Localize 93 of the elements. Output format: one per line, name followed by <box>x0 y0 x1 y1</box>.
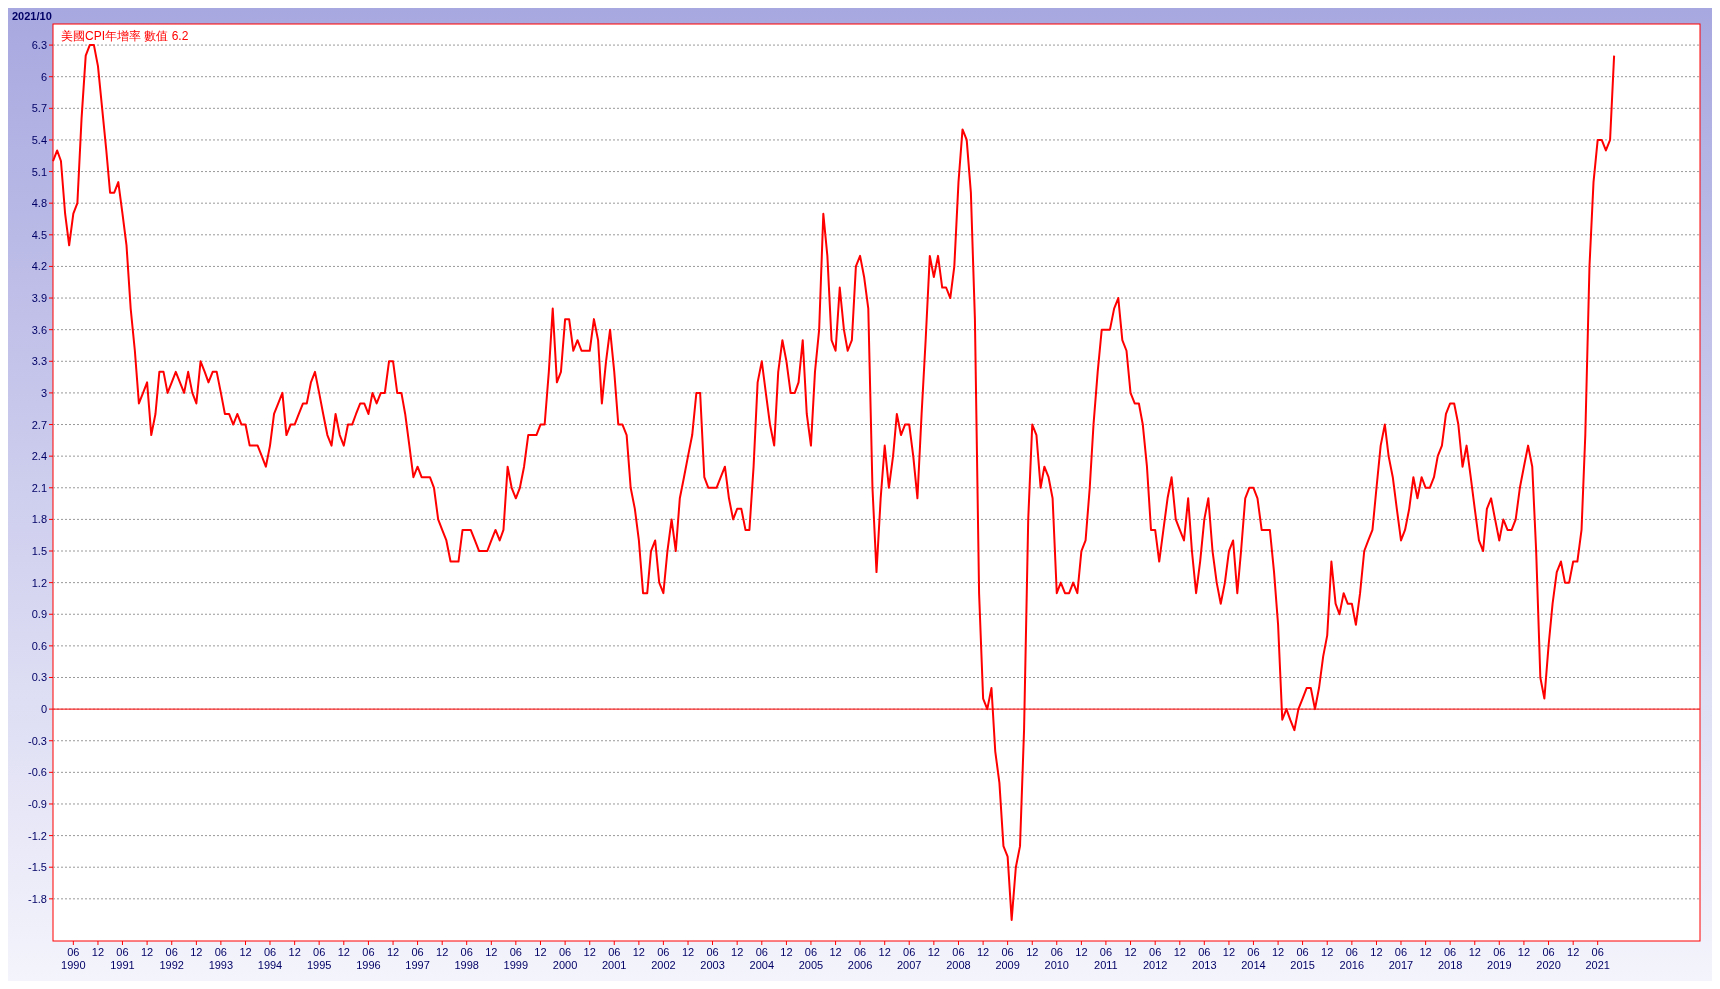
y-tick-label: 5.4 <box>31 133 47 146</box>
x-tick-label: 06 2017 <box>1388 946 1414 971</box>
x-tick-label: 12 <box>386 946 400 958</box>
x-tick-label: 12 <box>1124 946 1137 958</box>
x-tick-label: 06 2008 <box>946 946 971 971</box>
y-tick-label: -0.6 <box>28 766 47 779</box>
x-tick-label: 06 2000 <box>552 946 578 971</box>
y-tick-label: 3.9 <box>31 292 47 305</box>
x-tick-label: 06 1998 <box>454 946 479 971</box>
x-tick-label: 06 2006 <box>847 946 873 971</box>
x-tick-label: 12 <box>140 946 154 958</box>
y-tick-label: -1.2 <box>28 829 47 842</box>
x-tick-label: 06 1999 <box>503 946 529 971</box>
y-tick-label: 2.4 <box>31 450 47 463</box>
x-tick-label: 06 1996 <box>356 946 381 971</box>
x-tick-label: 06 2018 <box>1437 946 1463 971</box>
x-tick-label: 06 2011 <box>1094 946 1118 971</box>
y-tick-label: 3.3 <box>31 355 47 368</box>
y-tick-label: 0 <box>40 703 47 716</box>
text: 美國CPI年增率 數值 6.2 <box>61 29 189 43</box>
x-tick-label: 12 <box>780 946 793 958</box>
y-tick-label: 2.7 <box>31 418 47 431</box>
y-tick-label: -0.3 <box>28 734 47 747</box>
x-tick-label: 12 <box>436 946 449 958</box>
y-tick-label: 0.3 <box>31 671 47 684</box>
y-tick-label: -1.8 <box>28 892 47 905</box>
y-tick-label: 4.5 <box>31 228 47 241</box>
x-tick-label: 12 <box>927 946 940 958</box>
y-tick-label: 4.8 <box>31 197 47 210</box>
x-tick-label: 06 1994 <box>257 946 283 971</box>
x-tick-label: 06 1992 <box>159 946 184 971</box>
x-tick-label: 12 <box>632 946 646 958</box>
y-tick-label: -1.5 <box>28 861 47 874</box>
x-tick-label: 06 2003 <box>700 946 725 971</box>
y-tick-label: 0.6 <box>31 639 47 652</box>
x-tick-label: 06 2013 <box>1192 946 1217 971</box>
y-tick-label: 5.7 <box>31 102 47 115</box>
text: 2021/10 <box>12 10 52 22</box>
x-tick-label: 12 <box>681 946 695 958</box>
x-tick-label: 12 <box>878 946 891 958</box>
x-tick-label: 06 1990 <box>61 946 86 971</box>
x-tick-label: 12 <box>731 946 744 958</box>
x-tick-label: 06 2010 <box>1044 946 1069 971</box>
y-tick-label: 2.1 <box>31 481 47 494</box>
x-tick-label: 12 <box>1026 946 1039 958</box>
x-tick-label: 06 1995 <box>306 946 332 971</box>
x-tick-label: 06 1993 <box>208 946 234 971</box>
x-tick-label: 06 2012 <box>1142 946 1168 971</box>
x-tick-label: 12 <box>1075 946 1088 958</box>
x-tick-label: 12 <box>1419 946 1432 958</box>
y-tick-label: 1.2 <box>31 576 47 589</box>
x-tick-label: 06 2001 <box>602 946 627 971</box>
x-tick-label: 06 2007 <box>896 946 922 971</box>
y-tick-label: 3.6 <box>31 323 47 336</box>
x-tick-label: 06 2015 <box>1290 946 1315 971</box>
y-tick-label: 1.8 <box>31 513 47 526</box>
x-tick-label: 06 2002 <box>651 946 676 971</box>
y-tick-label: 0.9 <box>31 608 47 621</box>
x-tick-label: 12 <box>288 946 301 958</box>
x-tick-label: 06 2019 <box>1487 946 1512 971</box>
x-tick-label: 12 <box>583 946 596 958</box>
y-tick-label: 6 <box>40 70 47 83</box>
x-tick-label: 12 <box>1517 946 1531 958</box>
y-tick-label: 1.5 <box>31 545 47 558</box>
x-tick-label: 06 1991 <box>110 946 135 971</box>
x-tick-label: 12 <box>239 946 252 958</box>
y-tick-label: 6.3 <box>31 39 47 52</box>
x-tick-label: 06 2005 <box>798 946 824 971</box>
x-tick-label: 06 2009 <box>995 946 1020 971</box>
x-tick-label: 12 <box>977 946 990 958</box>
x-tick-label: 06 2014 <box>1241 946 1266 971</box>
x-tick-label: 06 2004 <box>749 946 775 971</box>
x-tick-label: 12 <box>1321 946 1334 958</box>
x-tick-label: 12 <box>534 946 547 958</box>
x-tick-label: 12 <box>1468 946 1481 958</box>
x-tick-label: 06 2020 <box>1536 946 1561 971</box>
x-tick-label: 12 <box>190 946 203 958</box>
x-tick-label: 12 <box>91 946 105 958</box>
x-tick-label: 06 2016 <box>1339 946 1365 971</box>
y-tick-label: 4.2 <box>31 260 47 273</box>
x-tick-label: 12 <box>1173 946 1186 958</box>
x-tick-label: 12 <box>1271 946 1285 958</box>
y-tick-label: -0.9 <box>28 797 47 810</box>
x-tick-label: 12 <box>1567 946 1580 958</box>
y-tick-label: 3 <box>40 386 47 399</box>
x-tick-label: 12 <box>337 946 350 958</box>
x-tick-label: 12 <box>829 946 842 958</box>
y-tick-label: 5.1 <box>31 165 47 178</box>
x-tick-label: 12 <box>1370 946 1383 958</box>
x-tick-label: 12 <box>485 946 498 958</box>
x-tick-label: 06 2021 <box>1585 946 1610 971</box>
x-tick-label: 12 <box>1222 946 1236 958</box>
x-tick-label: 06 1997 <box>405 946 430 971</box>
